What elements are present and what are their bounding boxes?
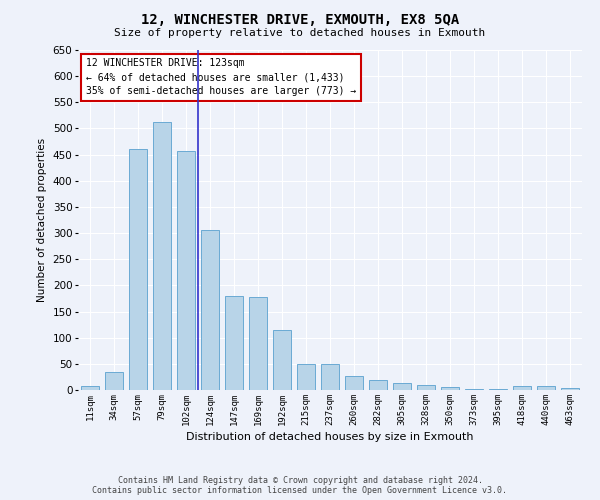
Bar [417,386,435,390]
Bar [177,151,195,390]
Bar [153,122,171,390]
Bar [201,230,219,390]
Text: Size of property relative to detached houses in Exmouth: Size of property relative to detached ho… [115,28,485,38]
Bar [441,388,459,390]
Bar [225,296,243,390]
Text: 12, WINCHESTER DRIVE, EXMOUTH, EX8 5QA: 12, WINCHESTER DRIVE, EXMOUTH, EX8 5QA [141,12,459,26]
Bar [537,386,555,390]
Bar [321,364,339,390]
Bar [561,388,579,390]
Bar [393,383,411,390]
Y-axis label: Number of detached properties: Number of detached properties [37,138,47,302]
Bar [297,364,315,390]
Bar [513,386,531,390]
Bar [369,380,387,390]
Bar [465,389,483,390]
X-axis label: Distribution of detached houses by size in Exmouth: Distribution of detached houses by size … [186,432,474,442]
Bar [345,376,363,390]
Bar [81,386,99,390]
Bar [129,150,147,390]
Text: Contains HM Land Registry data © Crown copyright and database right 2024.
Contai: Contains HM Land Registry data © Crown c… [92,476,508,495]
Bar [249,297,267,390]
Bar [273,330,291,390]
Bar [105,372,123,390]
Text: 12 WINCHESTER DRIVE: 123sqm
← 64% of detached houses are smaller (1,433)
35% of : 12 WINCHESTER DRIVE: 123sqm ← 64% of det… [86,58,356,96]
Bar [489,389,507,390]
